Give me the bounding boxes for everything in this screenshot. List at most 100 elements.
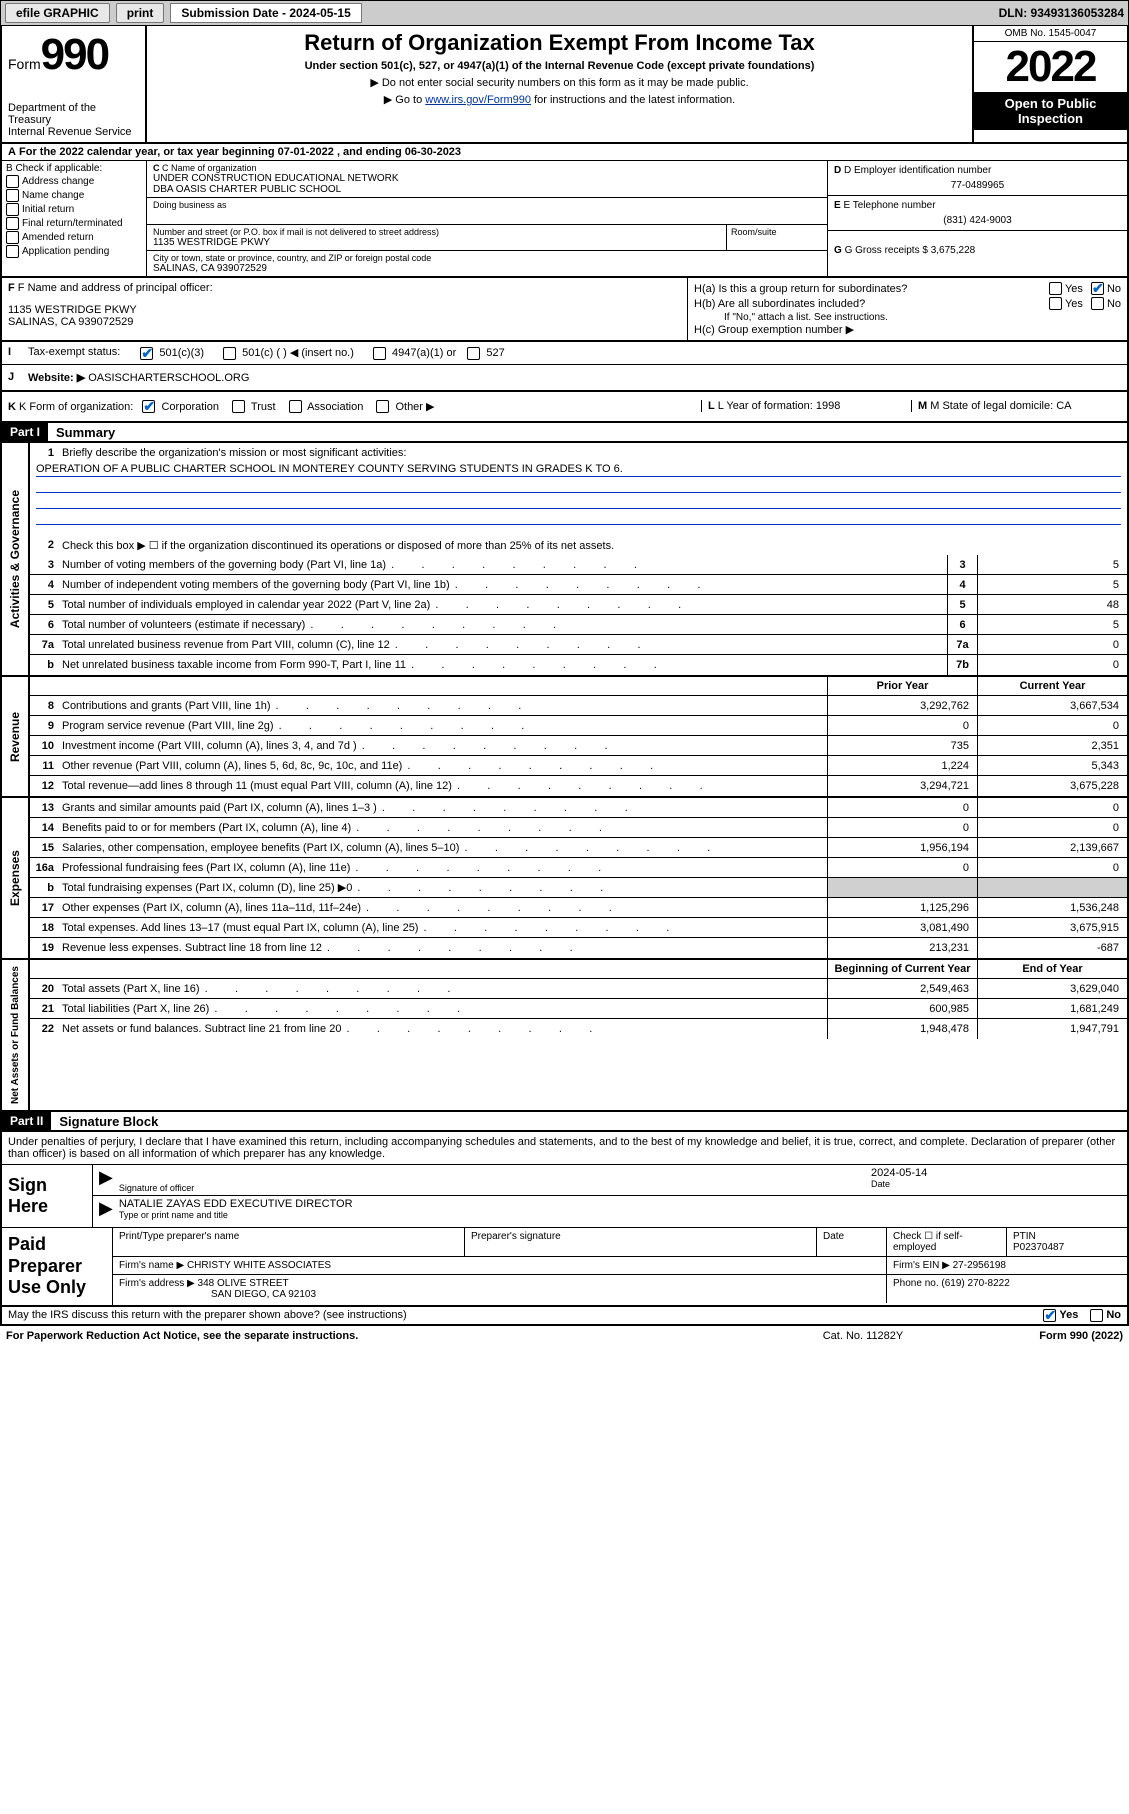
form-subtitle-1: Under section 501(c), 527, or 4947(a)(1)… (155, 60, 964, 72)
chk-assoc[interactable] (289, 400, 302, 413)
mission-text: OPERATION OF A PUBLIC CHARTER SCHOOL IN … (36, 463, 1121, 477)
chk-final-return[interactable] (6, 217, 19, 230)
prep-sig-hdr: Preparer's signature (465, 1228, 817, 1256)
table-row: 5Total number of individuals employed in… (30, 595, 1127, 615)
chk-501c3[interactable] (140, 347, 153, 360)
line-2-label: Check this box ▶ ☐ if the organization d… (58, 537, 1127, 554)
table-row: 11Other revenue (Part VIII, column (A), … (30, 756, 1127, 776)
part-1-label: Part I (2, 423, 48, 441)
form-word: Form (8, 56, 41, 72)
phone-value: (831) 424-9003 (834, 211, 1121, 226)
k-label: K Form of organization: (19, 401, 133, 413)
officer-addr-2: SALINAS, CA 939072529 (8, 316, 681, 328)
current-year-hdr: Current Year (977, 677, 1127, 695)
paperwork-notice: For Paperwork Reduction Act Notice, see … (6, 1330, 763, 1342)
prior-year-hdr: Prior Year (827, 677, 977, 695)
form-header-left: Form990 Department of the Treasury Inter… (2, 26, 147, 142)
phone-label: E Telephone number (843, 200, 935, 211)
form-header: Form990 Department of the Treasury Inter… (0, 26, 1129, 144)
chk-4947[interactable] (373, 347, 386, 360)
part-2-label: Part II (2, 1112, 51, 1130)
chk-discuss-no[interactable] (1090, 1309, 1103, 1322)
table-row: 14Benefits paid to or for members (Part … (30, 818, 1127, 838)
chk-hb-yes[interactable] (1049, 297, 1062, 310)
officer-addr-1: 1135 WESTRIDGE PKWY (8, 304, 681, 316)
part-1-header: Part I Summary (0, 423, 1129, 443)
year-formation-label: L Year of formation: (718, 400, 813, 412)
tax-year-line: A For the 2022 calendar year, or tax yea… (2, 144, 467, 160)
prep-date-hdr: Date (817, 1228, 887, 1256)
table-row: 22Net assets or fund balances. Subtract … (30, 1019, 1127, 1039)
cat-no: Cat. No. 11282Y (763, 1330, 963, 1342)
table-row: bNet unrelated business taxable income f… (30, 655, 1127, 675)
beg-year-hdr: Beginning of Current Year (827, 960, 977, 978)
table-row: 16aProfessional fundraising fees (Part I… (30, 858, 1127, 878)
section-fh: F F Name and address of principal office… (0, 278, 1129, 342)
irs-discuss-row: May the IRS discuss this return with the… (0, 1307, 1129, 1326)
firm-name: CHRISTY WHITE ASSOCIATES (187, 1260, 331, 1271)
netassets-label: Net Assets or Fund Balances (8, 960, 23, 1110)
hb-note: If "No," attach a list. See instructions… (694, 312, 1121, 323)
city-label: City or town, state or province, country… (153, 253, 821, 263)
tax-exempt-label: Tax-exempt status: (28, 346, 120, 360)
gross-receipts-value: 3,675,228 (931, 245, 976, 256)
prep-self-employed: Check ☐ if self-employed (887, 1228, 1007, 1256)
efile-label: efile GRAPHIC (5, 3, 110, 23)
chk-discuss-yes[interactable] (1043, 1309, 1056, 1322)
form-subtitle-2: ▶ Do not enter social security numbers o… (155, 76, 964, 89)
chk-hb-no[interactable] (1091, 297, 1104, 310)
table-row: 19Revenue less expenses. Subtract line 1… (30, 938, 1127, 958)
open-public-badge: Open to Public Inspection (974, 92, 1127, 130)
table-row: 20Total assets (Part X, line 16)2,549,46… (30, 979, 1127, 999)
hb-label: H(b) Are all subordinates included? (694, 298, 1049, 310)
section-c-org: C C Name of organization UNDER CONSTRUCT… (147, 161, 827, 276)
irs-link[interactable]: www.irs.gov/Form990 (425, 94, 531, 106)
section-b-hdr: B Check if applicable: (6, 163, 142, 174)
chk-527[interactable] (467, 347, 480, 360)
chk-ha-no[interactable] (1091, 282, 1104, 295)
table-row: 8Contributions and grants (Part VIII, li… (30, 696, 1127, 716)
sig-date-caption: Date (871, 1179, 1121, 1189)
chk-address-change[interactable] (6, 175, 19, 188)
form-header-mid: Return of Organization Exempt From Incom… (147, 26, 972, 142)
addr-label: Number and street (or P.O. box if mail i… (153, 227, 720, 237)
form-subtitle-3: ▶ Go to www.irs.gov/Form990 for instruct… (155, 93, 964, 106)
table-row: 15Salaries, other compensation, employee… (30, 838, 1127, 858)
table-row: 7aTotal unrelated business revenue from … (30, 635, 1127, 655)
gross-receipts-label: G Gross receipts $ (845, 245, 928, 256)
chk-501c[interactable] (223, 347, 236, 360)
ein-label: D Employer identification number (844, 165, 991, 176)
paid-preparer-section: Paid Preparer Use Only Print/Type prepar… (2, 1227, 1127, 1305)
form-title: Return of Organization Exempt From Incom… (155, 30, 964, 56)
chk-trust[interactable] (232, 400, 245, 413)
chk-ha-yes[interactable] (1049, 282, 1062, 295)
firm-addr-label: Firm's address ▶ (119, 1278, 195, 1289)
firm-ein-label: Firm's EIN ▶ (893, 1260, 950, 1271)
arrow-icon: ▶ (99, 1167, 113, 1193)
tax-year: 2022 (974, 42, 1127, 92)
dba-label: Doing business as (153, 200, 821, 210)
chk-amended[interactable] (6, 231, 19, 244)
part-2-title: Signature Block (51, 1114, 158, 1129)
revenue-label: Revenue (6, 706, 24, 768)
submission-date: Submission Date - 2024-05-15 (170, 3, 361, 23)
chk-initial-return[interactable] (6, 203, 19, 216)
chk-app-pending[interactable] (6, 245, 19, 258)
part-2-header: Part II Signature Block (0, 1112, 1129, 1132)
table-row: 10Investment income (Part VIII, column (… (30, 736, 1127, 756)
omb-number: OMB No. 1545-0047 (974, 26, 1127, 42)
chk-corp[interactable] (142, 400, 155, 413)
netassets-section: Net Assets or Fund Balances Beginning of… (2, 960, 1127, 1110)
chk-other[interactable] (376, 400, 389, 413)
website-value: OASISCHARTERSCHOOL.ORG (88, 372, 249, 384)
state-domicile-value: CA (1056, 400, 1071, 412)
firm-addr-2: SAN DIEGO, CA 92103 (119, 1289, 880, 1300)
revenue-section: Revenue Prior Year Current Year 8Contrib… (2, 677, 1127, 798)
line-1-label: Briefly describe the organization's miss… (58, 445, 1127, 461)
chk-name-change[interactable] (6, 189, 19, 202)
print-button[interactable]: print (116, 3, 165, 23)
governance-label: Activities & Governance (6, 484, 24, 634)
section-b-checkboxes: B Check if applicable: Address change Na… (2, 161, 147, 276)
room-suite-label: Room/suite (727, 225, 827, 251)
ptin-label: PTIN (1013, 1231, 1121, 1242)
